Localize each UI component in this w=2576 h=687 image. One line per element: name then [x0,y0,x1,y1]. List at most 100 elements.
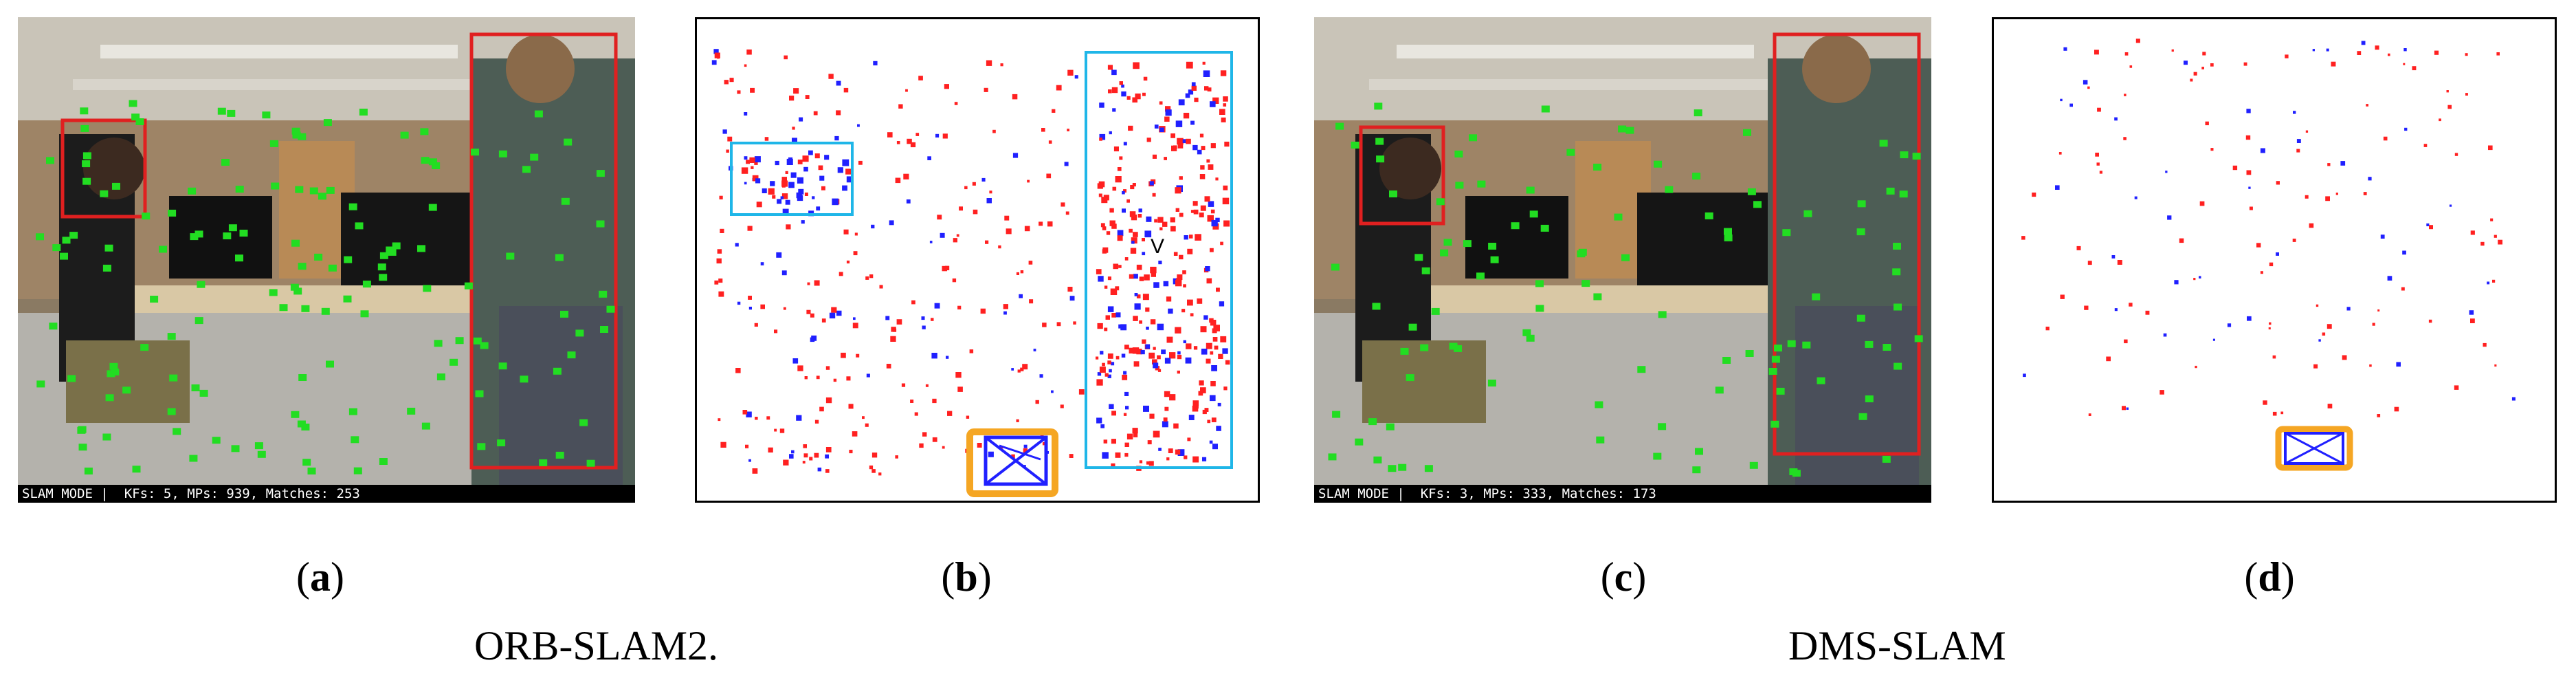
map-point [1024,226,1030,232]
map-point [1189,235,1193,239]
map-point [2124,94,2127,96]
map-point [804,376,808,380]
map-point [744,156,748,160]
map-point [2263,400,2267,405]
map-point [925,384,929,387]
feature-point [1625,127,1634,134]
map-point [814,452,819,458]
map-point [1118,324,1123,329]
map-point [2076,246,2081,250]
map-point [977,443,982,448]
map-point [2045,327,2050,331]
map-point [1211,219,1218,227]
map-point [2126,407,2129,410]
map-point [2276,252,2279,256]
feature-point [1621,254,1630,261]
map-point [722,129,727,134]
feature-point [432,162,441,169]
map-point [797,160,803,164]
map-point [1069,296,1075,301]
map-point [1210,320,1217,326]
map-point [2377,414,2381,417]
map-point [1206,159,1210,163]
map-point [735,243,739,247]
map-point [1111,313,1116,318]
map-point [786,224,791,230]
map-point [727,136,733,142]
feature-point [1449,342,1458,350]
map-point [1177,449,1185,456]
map-point [1109,208,1114,213]
map-point [1115,176,1122,183]
map-point [1137,214,1142,218]
map-point [1133,62,1140,69]
feature-point [254,442,263,450]
map-point [1199,380,1204,386]
map-point [1124,257,1129,261]
map-point [1193,346,1198,350]
map-point [1142,252,1146,256]
feature-point [1856,314,1865,322]
map-point [1132,97,1137,103]
feature-point [428,158,437,166]
map-point [1148,461,1154,466]
feature-point [328,264,337,272]
map-point [942,265,947,272]
map-point [2269,322,2272,325]
feature-point [169,374,178,382]
map-point [825,447,832,452]
feature-point [1596,436,1605,444]
map-point [1213,325,1220,331]
map-point [1206,278,1212,284]
map-point [745,444,749,448]
map-point [2426,223,2430,226]
map-point [785,199,790,205]
map-point [1131,237,1137,244]
map-point [1140,349,1145,355]
map-point [885,316,890,320]
map-point [777,199,782,204]
map-point [1149,413,1155,419]
map-point [2227,323,2232,327]
map-point [2124,339,2128,344]
map-point [717,249,722,254]
map-point [1012,153,1019,158]
map-point [1064,162,1069,166]
map-point [1104,327,1108,331]
map-point [846,376,851,381]
feature-point [348,203,357,210]
map-point [1046,173,1052,179]
feature-point [359,109,368,116]
feature-point [362,281,371,288]
map-point [1065,211,1069,215]
feature-point [217,107,226,115]
map-point [2465,53,2468,56]
map-point [760,262,764,265]
map-point [2145,310,2150,315]
map-point [1142,339,1146,344]
map-point [1157,355,1161,360]
feature-point [1886,187,1895,195]
feature-point [302,459,311,466]
map-point [2322,332,2326,336]
map-point [1220,241,1223,246]
map-point [2272,411,2277,416]
feature-point [428,204,437,211]
feature-point [239,230,248,237]
map-point [1165,106,1171,112]
map-point [1115,312,1121,318]
feature-point [1372,303,1381,310]
sublabel-d: (d) [2244,554,2295,600]
feature-point [301,305,310,312]
map-point [1126,96,1131,100]
map-point [2096,162,2100,166]
map-point [726,149,729,153]
map-point [803,166,808,172]
feature-point [1332,411,1341,418]
feature-point [1892,268,1901,276]
map-point [792,358,799,364]
map-point [895,455,898,459]
feature-point [197,281,206,288]
map-point [1100,351,1104,355]
map-point [1020,270,1024,274]
